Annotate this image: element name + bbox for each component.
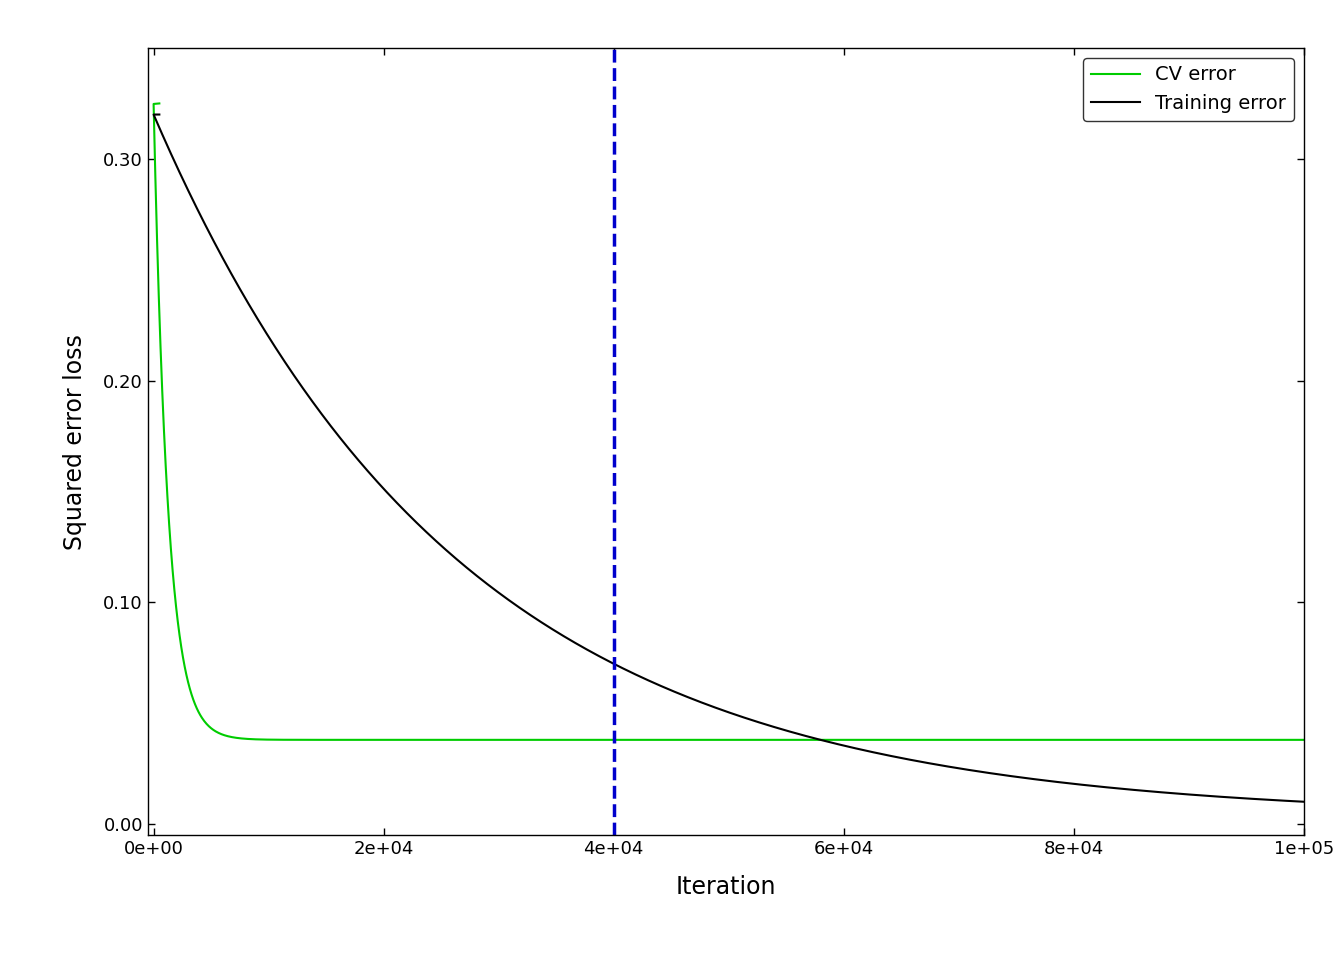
Training error xyxy=(207,238,223,250)
Training error xyxy=(1091,780,1107,792)
Training error xyxy=(573,640,589,652)
CV error xyxy=(207,726,223,737)
CV error xyxy=(171,625,187,636)
CV error xyxy=(837,734,853,746)
Training error xyxy=(152,108,168,120)
Line: Training error: Training error xyxy=(153,114,1304,802)
Training error xyxy=(171,165,187,177)
Y-axis label: Squared error loss: Squared error loss xyxy=(63,334,86,549)
CV error xyxy=(573,734,589,746)
Legend: CV error, Training error: CV error, Training error xyxy=(1083,58,1294,121)
CV error xyxy=(1093,734,1109,746)
Line: CV error: CV error xyxy=(153,104,1304,740)
CV error xyxy=(706,734,722,746)
Training error xyxy=(1296,796,1312,807)
CV error xyxy=(247,733,263,745)
Training error xyxy=(836,740,852,752)
CV error xyxy=(1296,734,1312,746)
CV error xyxy=(152,98,168,109)
Training error xyxy=(247,310,263,322)
X-axis label: Iteration: Iteration xyxy=(676,875,775,899)
